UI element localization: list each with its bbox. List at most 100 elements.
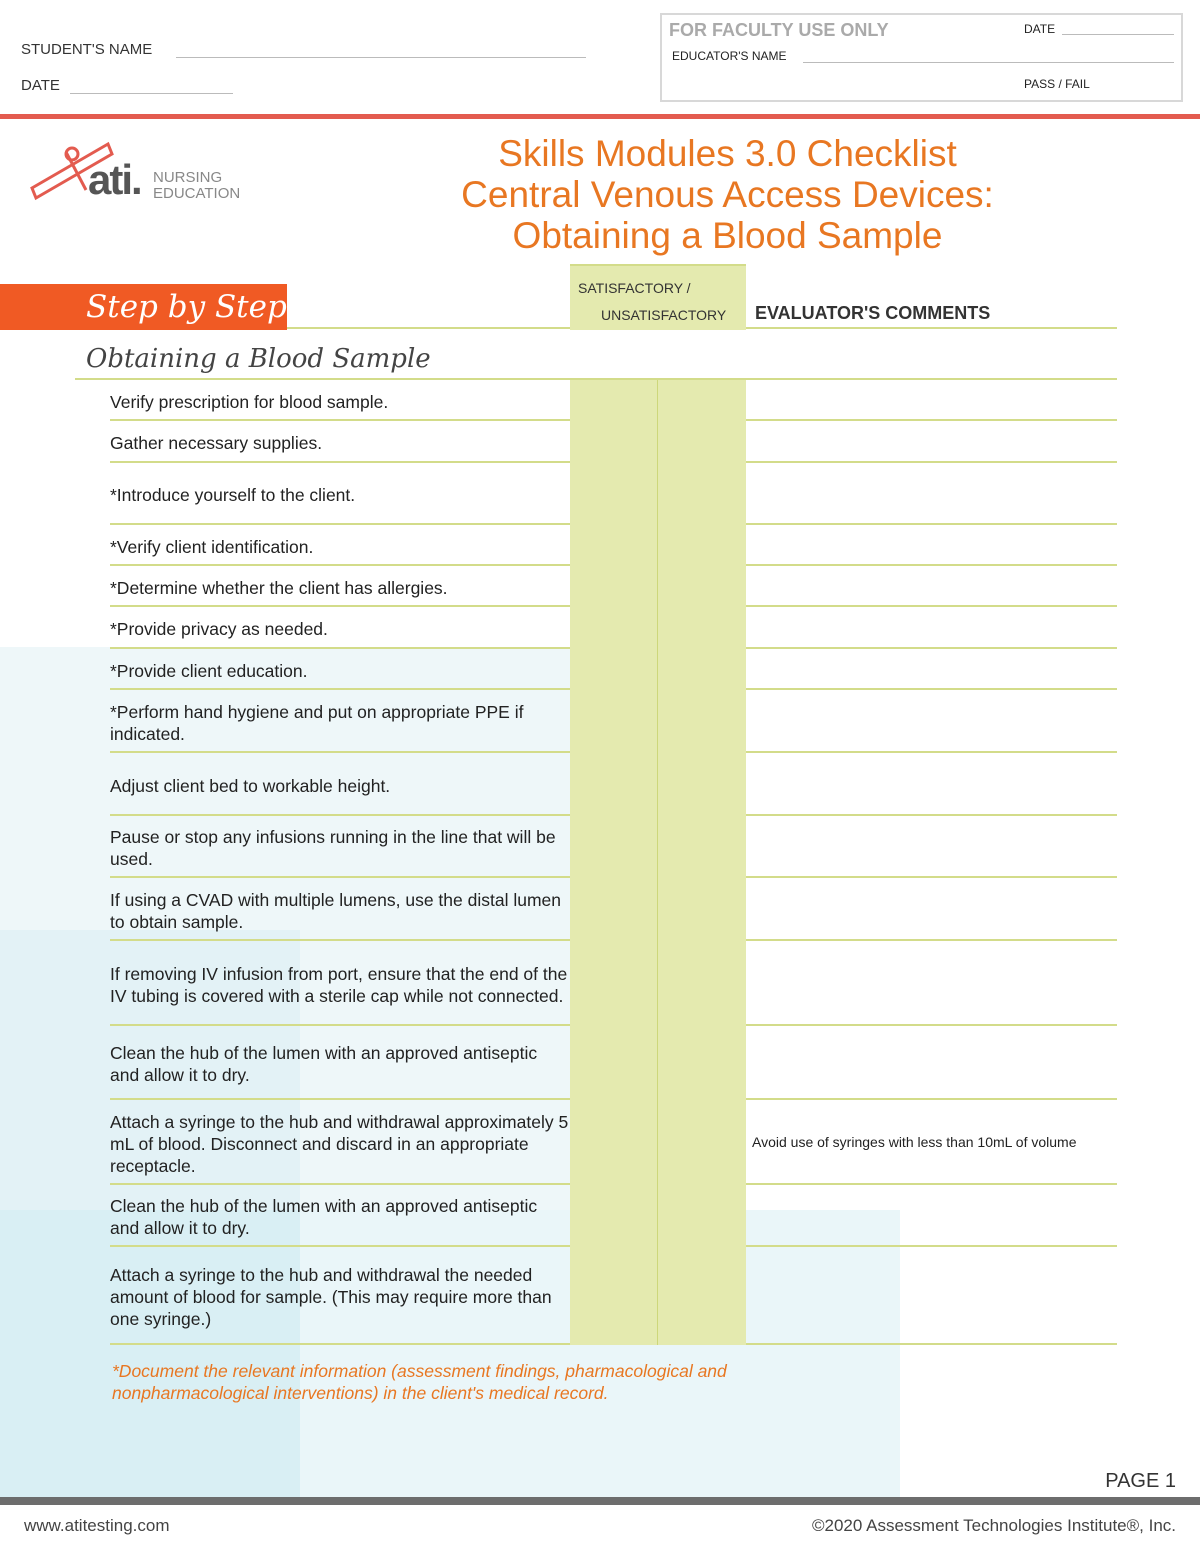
unsatisfactory-cell[interactable] <box>658 1026 746 1100</box>
page-number: PAGE 1 <box>1105 1470 1176 1492</box>
table-row: Pause or stop any infusions running in t… <box>110 816 1117 878</box>
unsatisfactory-cell[interactable] <box>658 690 746 753</box>
step-text: Verify prescription for blood sample. <box>110 391 389 412</box>
step-text: Attach a syringe to the hub and withdraw… <box>110 1111 569 1176</box>
table-row: Clean the hub of the lumen with an appro… <box>110 1026 1117 1100</box>
satisfactory-cell[interactable] <box>570 1100 658 1185</box>
title-line1: Skills Modules 3.0 Checklist <box>498 133 957 174</box>
faculty-date-field[interactable] <box>1062 23 1174 35</box>
comment-cell[interactable] <box>746 1026 1117 1098</box>
comment-cell[interactable] <box>746 941 1117 1024</box>
comment-cell[interactable] <box>746 690 1117 751</box>
background-panel <box>0 1210 300 1497</box>
unsatisfactory-cell[interactable] <box>658 816 746 878</box>
comment-cell[interactable] <box>746 607 1117 647</box>
step-text: *Provide privacy as needed. <box>110 619 328 639</box>
divider <box>75 378 1117 380</box>
website-link[interactable]: www.atitesting.com <box>24 1516 170 1535</box>
comment-cell[interactable] <box>746 878 1117 939</box>
satisfactory-cell[interactable] <box>570 649 658 690</box>
step-text: Attach a syringe to the hub and withdraw… <box>110 1265 552 1329</box>
faculty-title: FOR FACULTY USE ONLY <box>669 20 889 40</box>
table-row: Verify prescription for blood sample. <box>110 380 1117 421</box>
student-name-field[interactable] <box>176 43 586 58</box>
table-row: *Determine whether the client has allerg… <box>110 566 1117 607</box>
table-row: Gather necessary supplies. <box>110 421 1117 463</box>
unsatisfactory-cell[interactable] <box>658 1100 746 1185</box>
unsatisfactory-cell[interactable] <box>658 941 746 1026</box>
comment-cell[interactable] <box>746 753 1117 814</box>
table-row: If removing IV infusion from port, ensur… <box>110 941 1117 1026</box>
unsat-label: UNSATISFACTORY <box>601 307 727 323</box>
table-row: *Provide privacy as needed. <box>110 607 1117 649</box>
unsatisfactory-cell[interactable] <box>658 1185 746 1247</box>
satisfactory-cell[interactable] <box>570 607 658 649</box>
satisfactory-cell[interactable] <box>570 566 658 607</box>
table-row: *Introduce yourself to the client. <box>110 463 1117 525</box>
satisfactory-cell[interactable] <box>570 878 658 941</box>
step-text: If removing IV infusion from port, ensur… <box>110 963 568 1006</box>
comment-cell[interactable] <box>746 1185 1117 1245</box>
comment-cell[interactable] <box>746 816 1117 876</box>
satisfactory-cell[interactable] <box>570 941 658 1026</box>
step-text: If using a CVAD with multiple lumens, us… <box>110 889 561 932</box>
table-row: Adjust client bed to workable height. <box>110 753 1117 816</box>
satisfactory-cell[interactable] <box>570 421 658 463</box>
satisfactory-cell[interactable] <box>570 1185 658 1247</box>
unsatisfactory-cell[interactable] <box>658 753 746 816</box>
table-row: Attach a syringe to the hub and withdraw… <box>110 1247 1117 1345</box>
unsatisfactory-cell[interactable] <box>658 463 746 525</box>
header-divider <box>0 114 1200 119</box>
step-text: *Verify client identification. <box>110 536 314 557</box>
divider <box>287 327 570 329</box>
comment-cell[interactable] <box>746 463 1117 523</box>
satisfactory-cell[interactable] <box>570 525 658 566</box>
unsatisfactory-cell[interactable] <box>658 1247 746 1345</box>
unsatisfactory-cell[interactable] <box>658 607 746 649</box>
table-row: Clean the hub of the lumen with an appro… <box>110 1185 1117 1247</box>
comment-cell[interactable] <box>746 380 1117 419</box>
unsatisfactory-cell[interactable] <box>658 380 746 421</box>
educator-name-field[interactable] <box>803 51 1174 63</box>
comment-cell[interactable] <box>746 1247 1117 1343</box>
satisfactory-cell[interactable] <box>570 690 658 753</box>
comment-cell[interactable] <box>746 525 1117 564</box>
satisfactory-cell[interactable] <box>570 1026 658 1100</box>
table-row: *Provide client education. <box>110 649 1117 690</box>
satisfactory-cell[interactable] <box>570 753 658 816</box>
step-text: *Determine whether the client has allerg… <box>110 577 448 598</box>
section-heading: Obtaining a Blood Sample <box>86 344 431 374</box>
satisfactory-cell[interactable] <box>570 816 658 878</box>
unsatisfactory-cell[interactable] <box>658 649 746 690</box>
comment-cell[interactable] <box>746 566 1117 605</box>
footer-divider <box>0 1497 1200 1505</box>
documentation-note: *Document the relevant information (asse… <box>112 1361 727 1403</box>
copyright: ©2020 Assessment Technologies Institute®… <box>812 1516 1176 1535</box>
bandage-icon <box>30 141 114 201</box>
comment-cell[interactable] <box>746 421 1117 461</box>
step-text: Clean the hub of the lumen with an appro… <box>110 1196 538 1238</box>
unsatisfactory-cell[interactable] <box>658 878 746 941</box>
date-field[interactable] <box>70 79 233 94</box>
comment-cell[interactable]: Avoid use of syringes with less than 10m… <box>752 1133 1077 1150</box>
step-text: Pause or stop any infusions running in t… <box>110 827 556 869</box>
comment-cell[interactable] <box>746 649 1117 688</box>
step-text: Adjust client bed to workable height. <box>110 775 391 796</box>
divider <box>746 327 1117 329</box>
ati-logo: ati. NURSING EDUCATION <box>28 138 258 208</box>
satisfactory-cell[interactable] <box>570 463 658 525</box>
satisfactory-cell[interactable] <box>570 1247 658 1345</box>
unsatisfactory-cell[interactable] <box>658 566 746 607</box>
student-name-label: STUDENT'S NAME <box>21 41 153 58</box>
table-row: *Verify client identification. <box>110 525 1117 566</box>
unsatisfactory-cell[interactable] <box>658 421 746 463</box>
sat-unsat-header: SATISFACTORY / UNSATISFACTORY <box>570 264 746 330</box>
comments-header: EVALUATOR'S COMMENTS <box>755 303 991 323</box>
satisfactory-cell[interactable] <box>570 380 658 421</box>
logo-line1: NURSING <box>153 169 223 186</box>
table-row: If using a CVAD with multiple lumens, us… <box>110 878 1117 941</box>
date-label: DATE <box>21 77 60 94</box>
faculty-date-label: DATE <box>1024 22 1056 36</box>
table-row: *Perform hand hygiene and put on appropr… <box>110 690 1117 753</box>
unsatisfactory-cell[interactable] <box>658 525 746 566</box>
